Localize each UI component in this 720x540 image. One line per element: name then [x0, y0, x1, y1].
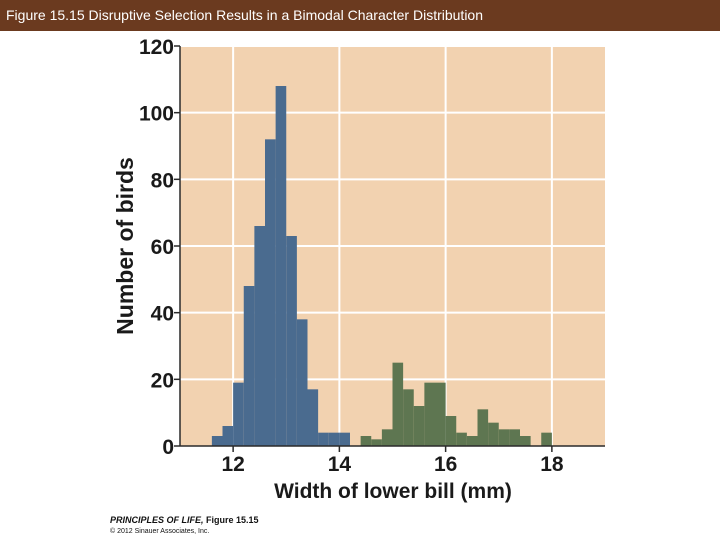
histogram-bar [477, 409, 489, 446]
book-title: PRINCIPLES OF LIFE, [110, 515, 204, 525]
histogram-bar [413, 406, 425, 446]
histogram-bar [328, 432, 340, 446]
histogram-bar [360, 436, 372, 446]
figure-number: Figure 15.15 [206, 515, 259, 525]
histogram-bar [403, 389, 414, 446]
histogram-bar [275, 86, 287, 446]
y-tick-label: 0 [162, 436, 174, 459]
histogram-bar [466, 436, 478, 446]
histogram-bar [339, 432, 350, 446]
y-tick-label: 60 [151, 236, 174, 259]
histogram-bar [381, 429, 393, 446]
y-tick-label: 20 [151, 369, 174, 392]
histogram-bar [445, 416, 457, 446]
histogram-bar [307, 389, 319, 446]
histogram-bar [318, 432, 329, 446]
histogram-bar [233, 382, 244, 446]
histogram-bar [435, 382, 446, 446]
copyright: © 2012 Sinauer Associates, Inc. [110, 528, 210, 535]
y-tick-label: 80 [151, 169, 174, 192]
title-bar: Figure 15.15 Disruptive Selection Result… [0, 0, 720, 31]
histogram-bar [254, 226, 265, 446]
x-tick-labels: 12 14 16 18 [221, 453, 563, 476]
y-tick-labels: 0 20 40 60 80 100 120 [139, 36, 174, 459]
y-axis-label: Number of birds [112, 157, 138, 335]
histogram-bar [222, 426, 234, 446]
gridlines [180, 45, 605, 446]
histogram-bar [498, 429, 510, 446]
histogram-bar [392, 362, 404, 446]
histogram-bar [488, 422, 499, 446]
histogram-bar [371, 439, 382, 446]
x-tick-label: 12 [221, 453, 244, 476]
bars [211, 86, 552, 447]
histogram-bar [509, 429, 520, 446]
histogram-bar [541, 432, 552, 446]
histogram-bar [286, 236, 297, 446]
y-tick-label: 40 [151, 303, 174, 326]
y-tick-label: 120 [139, 36, 174, 59]
book-credit: PRINCIPLES OF LIFE, Figure 15.15 [110, 515, 259, 525]
histogram-bar [424, 382, 435, 446]
axes [174, 45, 605, 452]
figure-title: Figure 15.15 Disruptive Selection Result… [6, 7, 483, 23]
histogram-bar [456, 432, 467, 446]
histogram-bar [243, 286, 255, 446]
histogram-bar [211, 436, 223, 446]
y-tick-label: 100 [139, 103, 174, 126]
histogram-bar [520, 436, 531, 446]
x-axis-label: Width of lower bill (mm) [274, 480, 512, 503]
x-tick-label: 16 [434, 453, 457, 476]
x-tick-label: 14 [328, 453, 352, 476]
histogram-bar [265, 139, 276, 447]
histogram-bar [296, 319, 308, 446]
x-tick-label: 18 [540, 453, 564, 476]
